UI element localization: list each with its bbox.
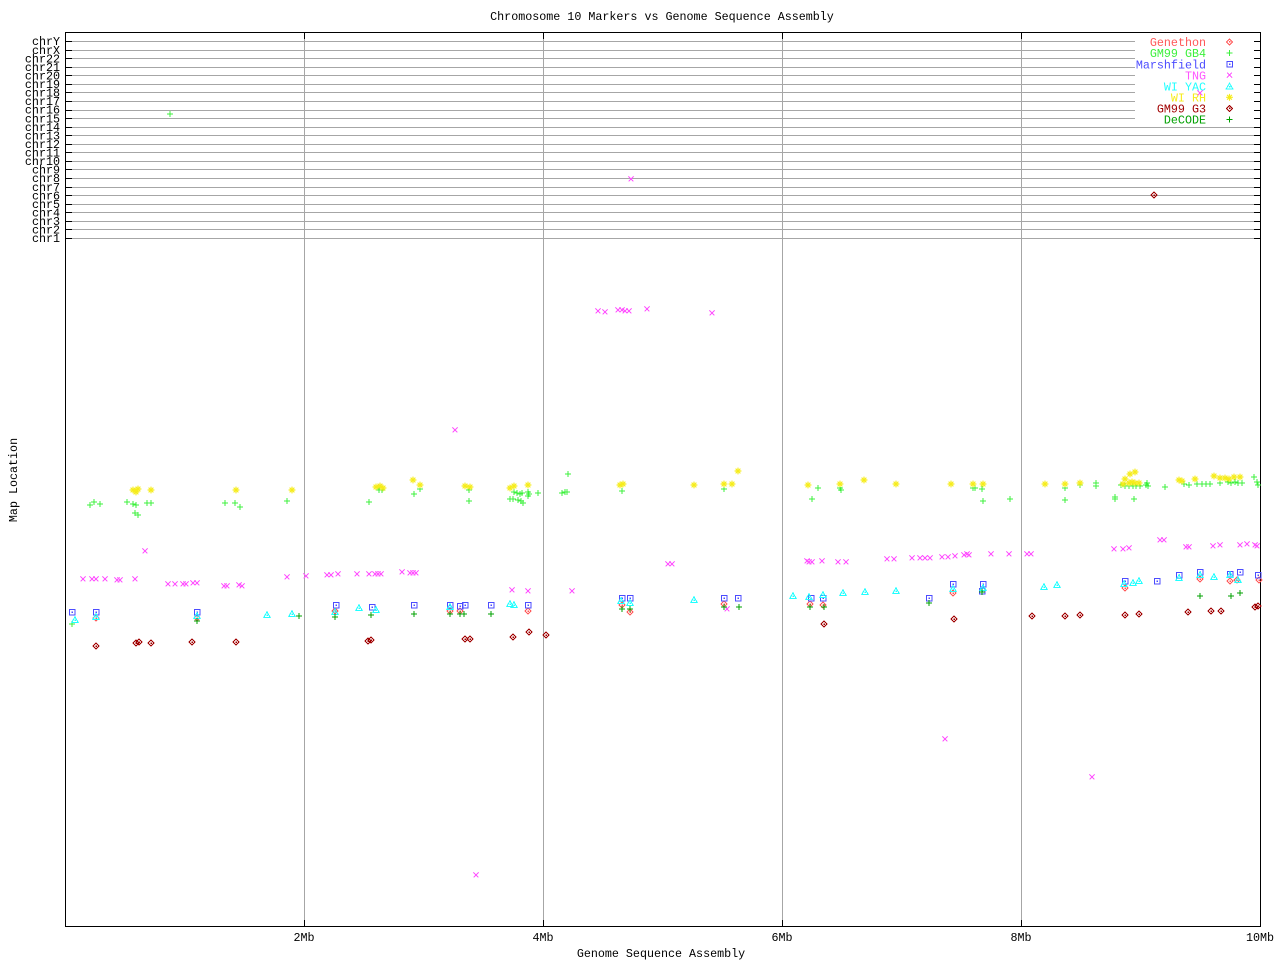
svg-text:Chromosome 10 Markers vs Genom: Chromosome 10 Markers vs Genome Sequence… bbox=[490, 10, 834, 24]
svg-text:chrX: chrX bbox=[32, 44, 60, 58]
svg-text:Map Location: Map Location bbox=[7, 438, 21, 522]
svg-text:WI RH: WI RH bbox=[1171, 92, 1206, 106]
svg-text:TNG: TNG bbox=[1185, 69, 1206, 83]
svg-text:chr2: chr2 bbox=[32, 224, 60, 238]
svg-text:chr16: chr16 bbox=[25, 104, 60, 118]
svg-text:chr6: chr6 bbox=[32, 189, 60, 203]
svg-text:chr1: chr1 bbox=[32, 232, 60, 246]
svg-text:chr12: chr12 bbox=[25, 138, 60, 152]
svg-text:GM99 G3: GM99 G3 bbox=[1157, 103, 1206, 117]
svg-text:GM99 GB4: GM99 GB4 bbox=[1150, 47, 1206, 61]
svg-text:chr9: chr9 bbox=[32, 164, 60, 178]
svg-text:chr8: chr8 bbox=[32, 172, 60, 186]
svg-text:10Mb: 10Mb bbox=[1246, 931, 1274, 945]
svg-text:6Mb: 6Mb bbox=[771, 931, 792, 945]
svg-text:Marshfield: Marshfield bbox=[1136, 58, 1206, 72]
svg-text:chr4: chr4 bbox=[32, 207, 60, 221]
svg-text:4Mb: 4Mb bbox=[532, 931, 553, 945]
svg-text:chr20: chr20 bbox=[25, 70, 60, 84]
svg-text:chr5: chr5 bbox=[32, 198, 60, 212]
svg-text:chr13: chr13 bbox=[25, 129, 60, 143]
svg-text:WI YAC: WI YAC bbox=[1164, 81, 1206, 95]
svg-text:chrY: chrY bbox=[32, 35, 60, 49]
svg-text:Genome Sequence Assembly: Genome Sequence Assembly bbox=[577, 947, 745, 960]
svg-text:chr7: chr7 bbox=[32, 181, 60, 195]
svg-text:chr21: chr21 bbox=[25, 61, 60, 75]
svg-text:chr17: chr17 bbox=[25, 95, 60, 109]
svg-text:8Mb: 8Mb bbox=[1010, 931, 1031, 945]
svg-text:chr11: chr11 bbox=[25, 147, 60, 161]
svg-text:chr14: chr14 bbox=[25, 121, 60, 135]
svg-text:chr15: chr15 bbox=[25, 112, 60, 126]
svg-text:2Mb: 2Mb bbox=[293, 931, 314, 945]
svg-text:Genethon: Genethon bbox=[1150, 36, 1206, 50]
svg-text:chr10: chr10 bbox=[25, 155, 60, 169]
svg-text:chr22: chr22 bbox=[25, 52, 60, 66]
svg-text:chr18: chr18 bbox=[25, 87, 60, 101]
svg-text:chr3: chr3 bbox=[32, 215, 60, 229]
svg-text:chr19: chr19 bbox=[25, 78, 60, 92]
svg-text:DeCODE: DeCODE bbox=[1164, 114, 1206, 128]
